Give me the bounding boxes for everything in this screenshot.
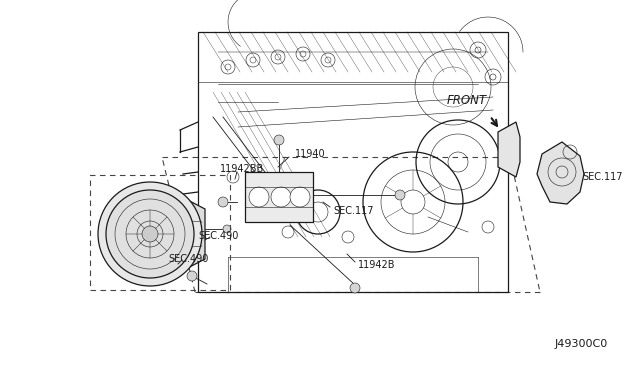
Text: FRONT: FRONT [447, 94, 487, 107]
Circle shape [218, 197, 228, 207]
Circle shape [249, 187, 269, 207]
Circle shape [395, 190, 405, 200]
Text: SEC.117: SEC.117 [333, 206, 374, 216]
Polygon shape [537, 142, 584, 204]
Circle shape [271, 187, 291, 207]
Text: J49300C0: J49300C0 [555, 339, 608, 349]
Circle shape [274, 135, 284, 145]
Circle shape [350, 283, 360, 293]
Bar [245, 172, 313, 222]
Polygon shape [498, 122, 520, 177]
Text: SEC.117: SEC.117 [582, 172, 623, 182]
Text: 11942BB: 11942BB [220, 164, 264, 174]
Bar [90, 175, 230, 290]
Text: 11940: 11940 [295, 149, 326, 159]
Circle shape [290, 187, 310, 207]
Circle shape [187, 271, 197, 281]
Circle shape [142, 226, 158, 242]
Text: SEC.490: SEC.490 [198, 231, 238, 241]
Circle shape [98, 182, 202, 286]
Polygon shape [140, 196, 205, 272]
Text: SEC.490: SEC.490 [168, 254, 209, 264]
Circle shape [106, 190, 194, 278]
Text: 11942B: 11942B [358, 260, 396, 270]
Circle shape [223, 225, 231, 233]
